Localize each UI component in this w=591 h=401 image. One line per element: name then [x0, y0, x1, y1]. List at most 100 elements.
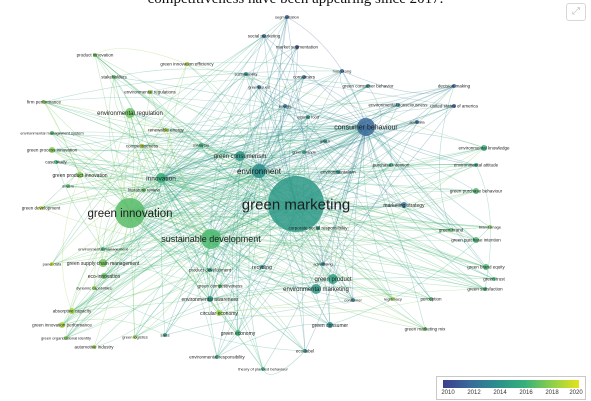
node-label[interactable]: green consumerism	[214, 154, 267, 160]
network-node[interactable]	[262, 34, 266, 38]
network-node[interactable]	[260, 265, 264, 269]
node-label[interactable]: environmental knowledge	[458, 146, 510, 151]
node-label[interactable]: circular economy	[200, 311, 238, 317]
node-label[interactable]: green purchase intention	[451, 238, 501, 243]
node-label[interactable]: literature review	[128, 188, 161, 193]
network-node[interactable]	[483, 287, 487, 291]
node-label[interactable]: green brand equity	[467, 265, 505, 270]
network-node[interactable]	[42, 100, 46, 104]
network-node[interactable]	[389, 163, 393, 167]
node-label[interactable]: green logistics	[122, 334, 148, 339]
node-label[interactable]: australia	[409, 119, 425, 124]
network-node[interactable]	[336, 170, 340, 174]
node-label[interactable]: eco-label	[296, 349, 314, 354]
network-node[interactable]	[391, 297, 395, 301]
network-node[interactable]	[235, 151, 245, 161]
network-node[interactable]	[328, 274, 338, 284]
node-label[interactable]: environmental marketing	[283, 287, 349, 293]
node-label[interactable]: advertising	[313, 261, 332, 266]
network-node[interactable]	[93, 53, 97, 57]
network-node[interactable]	[66, 184, 70, 188]
node-label[interactable]: brand image	[479, 224, 502, 229]
node-label[interactable]: green purchase behaviour	[450, 189, 503, 194]
network-node[interactable]	[473, 237, 479, 243]
node-label[interactable]: environmental management system	[20, 130, 84, 135]
network-node[interactable]	[285, 15, 289, 19]
network-node[interactable]	[215, 355, 219, 359]
node-label[interactable]: competitiveness	[126, 144, 159, 149]
network-node[interactable]	[201, 229, 221, 249]
node-label[interactable]: environmentalism	[320, 170, 356, 175]
network-node[interactable]	[474, 163, 478, 167]
network-node[interactable]	[423, 327, 427, 331]
node-label[interactable]: sustainable development	[161, 234, 261, 244]
node-label[interactable]: social marketing	[248, 34, 281, 39]
network-node[interactable]	[303, 349, 307, 353]
node-label[interactable]: environmental regulation	[97, 111, 163, 117]
node-label[interactable]: green innovation performance	[32, 323, 92, 328]
expand-icon[interactable]: ⤢	[566, 3, 586, 21]
node-label[interactable]: green competitiveness	[197, 284, 243, 289]
node-label[interactable]: eco-innovation	[88, 274, 121, 280]
node-label[interactable]: product innovation	[77, 53, 114, 58]
network-node[interactable]	[101, 273, 107, 279]
network-node[interactable]	[252, 164, 266, 178]
network-node[interactable]	[452, 84, 456, 88]
node-label[interactable]: perception	[420, 297, 442, 302]
network-node[interactable]	[316, 226, 320, 230]
network-node[interactable]	[77, 172, 83, 178]
network-node[interactable]	[415, 120, 419, 124]
node-label[interactable]: drivers	[62, 183, 74, 188]
node-label[interactable]: hong kong	[333, 68, 352, 73]
node-label[interactable]: environmental regulations	[124, 90, 176, 95]
network-node[interactable]	[295, 45, 299, 49]
network-node[interactable]	[199, 143, 203, 147]
network-node[interactable]	[92, 286, 96, 290]
node-label[interactable]: theory of planned behaviour	[238, 366, 288, 371]
network-node[interactable]	[133, 335, 137, 339]
node-label[interactable]: environmental attitude	[454, 163, 499, 168]
node-label[interactable]: segmentation	[275, 14, 299, 19]
network-node[interactable]	[216, 310, 222, 316]
node-label[interactable]: sales	[160, 332, 169, 337]
node-label[interactable]: product development	[189, 268, 232, 273]
node-label[interactable]: legitimacy	[384, 296, 402, 301]
node-label[interactable]: green product innovation	[52, 173, 107, 179]
node-label[interactable]: consumer behaviour	[334, 124, 398, 131]
network-node[interactable]	[125, 108, 135, 118]
network-node[interactable]	[218, 284, 222, 288]
network-node[interactable]	[311, 284, 321, 294]
network-node[interactable]	[64, 336, 68, 340]
node-label[interactable]: greenissues	[248, 84, 270, 89]
network-node[interactable]	[69, 308, 75, 314]
network-node[interactable]	[115, 198, 145, 228]
network-node[interactable]	[235, 330, 241, 336]
network-node[interactable]	[99, 259, 107, 267]
node-label[interactable]: recycling	[252, 265, 272, 271]
node-label[interactable]: renewable energy	[148, 128, 185, 133]
network-node[interactable]	[366, 84, 370, 88]
network-node[interactable]	[473, 188, 479, 194]
node-label[interactable]: absorptive capacity	[53, 309, 92, 314]
network-node[interactable]	[321, 262, 325, 266]
network-node[interactable]	[257, 85, 261, 89]
network-node[interactable]	[92, 345, 96, 349]
node-label[interactable]: environment	[237, 167, 282, 176]
node-label[interactable]: market segmentation	[276, 45, 319, 50]
node-label[interactable]: decision making	[438, 84, 471, 89]
network-node[interactable]	[323, 139, 327, 143]
network-node[interactable]	[488, 225, 492, 229]
network-node[interactable]	[208, 268, 212, 272]
network-node[interactable]	[59, 322, 65, 328]
node-label[interactable]: automotive industry	[74, 345, 114, 350]
network-node[interactable]	[39, 206, 43, 210]
network-node[interactable]	[481, 145, 487, 151]
network-node[interactable]	[357, 118, 375, 136]
node-label[interactable]: environmental consciousness	[368, 103, 428, 108]
node-label[interactable]: energy	[279, 103, 291, 108]
node-label[interactable]: case study	[45, 160, 67, 165]
network-node[interactable]	[112, 75, 116, 79]
node-label[interactable]: environmental awareness	[182, 297, 239, 303]
node-label[interactable]: united states of america	[430, 104, 478, 109]
